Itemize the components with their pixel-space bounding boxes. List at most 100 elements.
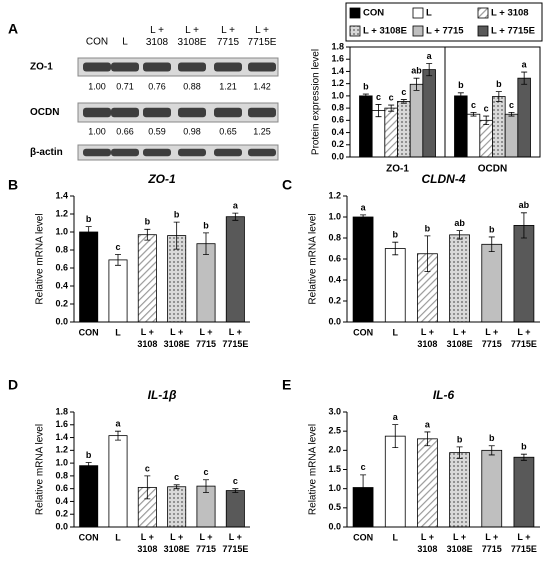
error-bar [173, 484, 180, 490]
legend-swatch [412, 25, 424, 37]
legend-swatch [477, 25, 489, 37]
bar [481, 243, 503, 323]
y-axis-label: Relative mRNA level [35, 213, 46, 304]
bar [79, 231, 99, 323]
bar [108, 259, 128, 323]
error-bar [144, 228, 151, 241]
x-tick-label: L +3108 [417, 327, 437, 349]
x-tick-label: L +3108 [137, 532, 157, 554]
legend-label: L [426, 8, 432, 19]
x-tick-label: L +7715 [196, 327, 216, 349]
band-value: 1.00 [88, 81, 106, 91]
y-tick-label: 0.8 [55, 470, 68, 480]
error-bar [392, 424, 399, 449]
bar [517, 77, 531, 158]
blot-band [214, 107, 242, 118]
error-bar [115, 254, 121, 266]
bar [384, 248, 406, 323]
blot-band [178, 148, 206, 157]
significance-letter: b [145, 217, 151, 227]
band-value: 0.71 [116, 81, 134, 91]
blot-band [143, 107, 171, 118]
x-tick-label: ZO-1 [386, 164, 409, 175]
lane-label: CON [86, 37, 108, 48]
legend-swatch [477, 7, 489, 19]
error-bar [360, 474, 367, 501]
significance-letter: ab [519, 200, 530, 210]
x-tick-label: L [115, 327, 121, 337]
y-tick-label: 0.8 [328, 232, 341, 242]
y-tick-label: 1.4 [55, 432, 68, 442]
band-value: 0.98 [183, 126, 201, 136]
y-tick-label: 1.0 [55, 226, 68, 236]
y-tick-label: 0.2 [55, 298, 68, 308]
error-bar [521, 71, 528, 85]
bar [513, 224, 535, 323]
y-tick-label: 0.4 [55, 496, 68, 506]
bar [481, 449, 503, 528]
significance-letter: ab [454, 218, 465, 228]
significance-letter: c [361, 462, 366, 472]
bar [397, 100, 411, 158]
bar [422, 69, 436, 158]
lane-label: L +3108E [178, 25, 207, 48]
error-bar [85, 462, 92, 470]
significance-letter: b [521, 442, 527, 452]
error-bar [424, 235, 431, 272]
band-value: 1.42 [253, 81, 271, 91]
chart-title: IL-1β [148, 388, 177, 402]
x-tick-label: CON [353, 532, 373, 542]
band-value: 0.76 [148, 81, 166, 91]
bar [196, 243, 216, 323]
error-bar [203, 479, 209, 493]
blot-band [178, 62, 206, 72]
x-tick-label: L +3108E [447, 327, 473, 349]
legend-box [345, 2, 543, 42]
significance-letter: a [393, 412, 399, 422]
x-tick-label: L [393, 532, 399, 542]
error-bar [144, 475, 151, 500]
y-tick-label: 3.0 [328, 406, 341, 416]
bar [417, 438, 438, 528]
y-tick-label: 0.0 [55, 316, 68, 326]
band-value: 0.65 [219, 126, 237, 136]
blot-band [111, 62, 139, 72]
blot-band [143, 148, 171, 157]
y-axis-label: Protein expression level [311, 49, 322, 155]
y-tick-label: 1.4 [55, 190, 68, 200]
y-tick-label: 0.4 [55, 280, 68, 290]
blot-band [83, 62, 111, 72]
x-tick-label: OCDN [478, 164, 507, 175]
band-value: 0.59 [148, 126, 166, 136]
significance-letter: a [425, 419, 431, 429]
y-tick-label: 0.8 [55, 244, 68, 254]
error-bar [360, 214, 367, 220]
x-tick-label: L +7715E [511, 532, 537, 554]
y-tick-label: 1.5 [328, 464, 341, 474]
legend-label: L + 7715E [491, 26, 535, 37]
y-tick-label: 1.6 [55, 419, 68, 429]
y-tick-label: 0.0 [331, 151, 344, 161]
panel-label: B [8, 177, 18, 193]
y-tick-label: 1.8 [331, 41, 344, 51]
x-tick-label: CON [79, 532, 99, 542]
legend-swatch [349, 25, 361, 37]
error-bar [392, 241, 399, 256]
y-tick-label: 0.4 [331, 127, 344, 137]
x-tick-label: L +7715E [222, 532, 248, 554]
significance-letter: c [174, 472, 179, 482]
blot-band [111, 107, 139, 118]
bar [504, 113, 519, 158]
significance-letter: b [489, 224, 495, 234]
bar [359, 95, 373, 158]
band-value: 1.21 [219, 81, 237, 91]
blot-band [214, 62, 242, 72]
x-tick-label: L +3108 [417, 532, 437, 554]
bar [137, 234, 157, 323]
error-bar [232, 212, 239, 221]
x-tick-label: L [115, 532, 121, 542]
y-tick-label: 2.0 [328, 445, 341, 455]
blot-band [214, 148, 242, 157]
legend-label: L + 7715 [426, 26, 464, 37]
x-tick-label: L +7715 [482, 532, 502, 554]
